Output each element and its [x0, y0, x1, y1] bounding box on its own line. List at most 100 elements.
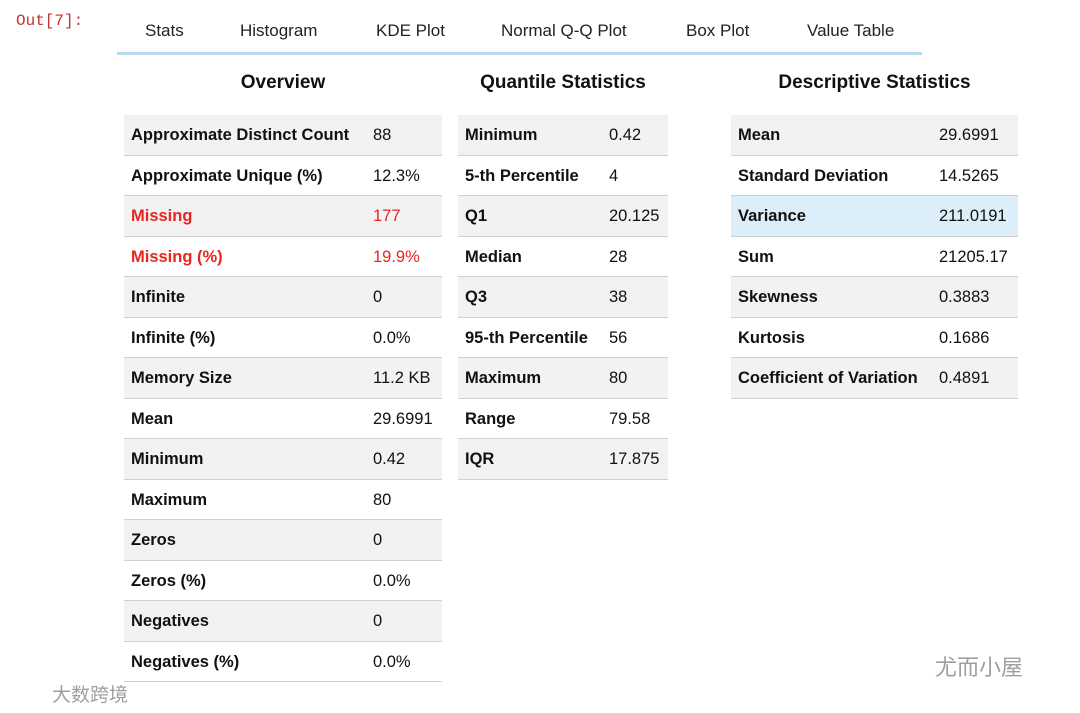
row-value: 19.9% — [373, 247, 420, 266]
row-value: 11.2 KB — [373, 369, 431, 387]
table-row: 5-th Percentile 4 — [458, 156, 668, 196]
table-row: Missing (%) 19.9% — [124, 237, 442, 277]
tab[interactable]: Histogram — [240, 21, 318, 40]
row-value: 0.42 — [609, 126, 642, 144]
row-value: 4 — [609, 166, 619, 185]
table-row: Infinite (%) 0.0% — [124, 318, 442, 358]
tab[interactable]: Box Plot — [686, 21, 750, 40]
row-value: 0.0% — [373, 571, 411, 590]
row-label: Skewness — [738, 288, 818, 306]
row-label: Minimum — [465, 126, 538, 144]
table-row: Q3 38 — [458, 277, 668, 318]
row-value: 0.3883 — [939, 288, 990, 306]
row-label: Minimum — [131, 450, 204, 468]
table-row: Median 28 — [458, 237, 668, 277]
row-value: 38 — [609, 288, 628, 306]
table-row: Mean 29.6991 — [124, 399, 442, 439]
table-title: Descriptive Statistics — [778, 72, 971, 93]
row-value: 0.1686 — [939, 328, 990, 347]
row-value: 0.4891 — [939, 369, 990, 387]
watermark: 尤而小屋 — [935, 655, 1024, 680]
cell-prompt: Out[7]: — [16, 12, 84, 30]
row-label: Zeros — [131, 531, 176, 549]
row-value: 56 — [609, 328, 628, 347]
table-row: Range 79.58 — [458, 399, 668, 439]
table-row: IQR 17.875 — [458, 439, 668, 480]
row-label: Mean — [738, 126, 781, 144]
table-title: Quantile Statistics — [480, 72, 646, 93]
row-value: 0.0% — [373, 652, 411, 671]
row-value: 80 — [609, 369, 628, 387]
row-label: Negatives (%) — [131, 652, 240, 671]
row-value: 80 — [373, 490, 392, 509]
tab[interactable]: Normal Q-Q Plot — [501, 21, 627, 40]
row-label: IQR — [465, 450, 495, 468]
table-row: Approximate Unique (%) 12.3% — [124, 156, 442, 196]
table-row: Variance 211.0191 — [731, 196, 1018, 237]
row-label: Standard Deviation — [738, 166, 889, 185]
row-label: Kurtosis — [738, 328, 805, 347]
table-row: Skewness 0.3883 — [731, 277, 1018, 318]
row-label: Approximate Unique (%) — [131, 166, 323, 185]
table-row: Maximum 80 — [124, 480, 442, 520]
tab[interactable]: Stats — [145, 21, 184, 40]
table-row: Approximate Distinct Count 88 — [124, 115, 442, 156]
row-label: Q3 — [465, 288, 488, 306]
row-label: Maximum — [465, 369, 542, 387]
table-row: Kurtosis 0.1686 — [731, 318, 1018, 358]
table-row: Memory Size 11.2 KB — [124, 358, 442, 399]
table-row: Infinite 0 — [124, 277, 442, 318]
table-row: Sum 21205.17 — [731, 237, 1018, 277]
table-row: Mean 29.6991 — [731, 115, 1018, 156]
row-label: Missing — [131, 207, 193, 225]
row-value: 17.875 — [609, 450, 660, 468]
tab-bar: Stats Histogram KDE Plot Normal Q-Q Plot Box… — [117, 12, 922, 55]
row-value: 28 — [609, 247, 628, 266]
row-value: 88 — [373, 126, 392, 144]
row-value: 29.6991 — [939, 126, 999, 144]
table-row: Zeros (%) 0.0% — [124, 561, 442, 601]
table-title: Overview — [240, 72, 326, 93]
row-label: 95-th Percentile — [465, 328, 588, 347]
row-label: Sum — [738, 247, 774, 266]
table-row: Missing 177 — [124, 196, 442, 237]
row-value: 0.42 — [373, 450, 406, 468]
row-value: 79.58 — [609, 409, 651, 428]
table-row: Standard Deviation 14.5265 — [731, 156, 1018, 196]
row-label: Q1 — [465, 207, 488, 225]
table-row: Q1 20.125 — [458, 196, 668, 237]
row-label: Coefficient of Variation — [738, 369, 918, 387]
row-label: 5-th Percentile — [465, 166, 579, 185]
row-label: Negatives — [131, 612, 209, 630]
stats-table: Overview Approximate Distinct Count 88 Appr… — [124, 72, 442, 682]
row-value: 20.125 — [609, 207, 660, 225]
row-value: 0 — [373, 531, 383, 549]
row-label: Infinite (%) — [131, 328, 216, 347]
stats-table: Descriptive Statistics Mean 29.6991 Standar… — [731, 72, 1018, 399]
row-label: Missing (%) — [131, 247, 223, 266]
table-row: 95-th Percentile 56 — [458, 318, 668, 358]
tab[interactable]: KDE Plot — [376, 21, 445, 40]
row-value: 0.0% — [373, 328, 411, 347]
table-row: Negatives (%) 0.0% — [124, 642, 442, 682]
row-label: Mean — [131, 409, 174, 428]
row-label: Range — [465, 409, 516, 428]
row-label: Variance — [738, 207, 806, 225]
table-row: Zeros 0 — [124, 520, 442, 561]
row-value: 21205.17 — [939, 247, 1008, 266]
row-label: Approximate Distinct Count — [131, 126, 350, 144]
row-value: 177 — [373, 207, 401, 225]
row-label: Zeros (%) — [131, 571, 207, 590]
row-value: 12.3% — [373, 166, 420, 185]
row-label: Maximum — [131, 490, 208, 509]
table-row: Minimum 0.42 — [458, 115, 668, 156]
stats-table: Quantile Statistics Minimum 0.42 5-th Perce… — [458, 72, 668, 480]
row-label: Memory Size — [131, 369, 232, 387]
table-row: Coefficient of Variation 0.4891 — [731, 358, 1018, 399]
row-value: 29.6991 — [373, 409, 433, 428]
tab[interactable]: Value Table — [807, 21, 895, 40]
watermark: 大数跨境 — [52, 685, 129, 706]
table-row: Maximum 80 — [458, 358, 668, 399]
row-value: 14.5265 — [939, 166, 999, 185]
